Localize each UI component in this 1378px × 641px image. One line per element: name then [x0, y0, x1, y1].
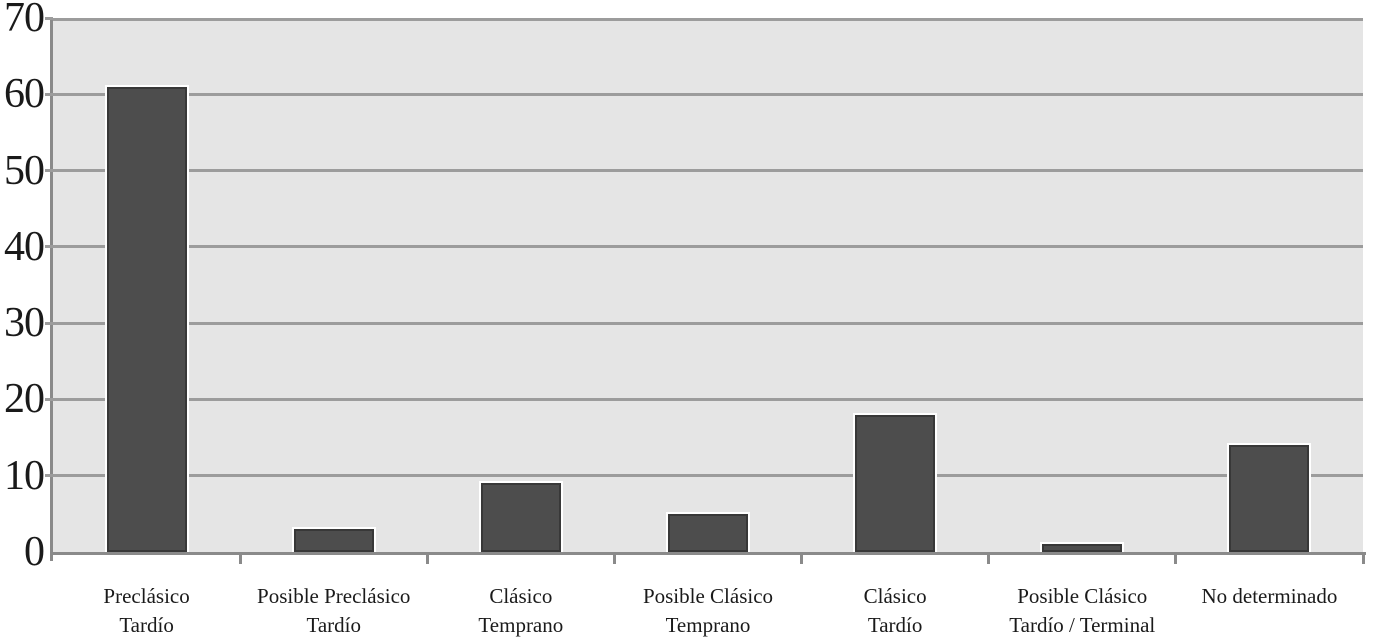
y-axis-tick-mark	[45, 321, 53, 325]
bar-clásico-tardío	[853, 412, 938, 555]
x-axis-category-label-line: Temprano	[478, 613, 564, 637]
x-axis-category-label-line: Tardío	[867, 613, 923, 637]
y-axis-tick-label-20: 20	[4, 376, 45, 423]
y-axis-tick-label-0: 0	[24, 529, 45, 575]
x-axis-category-label-line: Posible Clásico	[1017, 584, 1148, 608]
x-axis-line	[50, 552, 1366, 555]
x-axis-category-label-line: Clásico	[863, 584, 927, 608]
x-axis-category-label-line: Preclásico	[103, 584, 190, 608]
y-axis-tick-label-60: 60	[4, 71, 45, 118]
x-axis-category-label: Clásico Tardío	[802, 582, 989, 640]
bar-posible-clásico-tardío-terminal	[1040, 542, 1125, 554]
y-axis-tick-mark	[45, 169, 53, 173]
gridline-30	[53, 321, 1363, 325]
x-axis-category-label: Posible Preclásico Tardío	[240, 582, 427, 640]
y-axis-tick-label-50: 50	[4, 147, 45, 194]
x-axis-category-label: No determinado	[1176, 582, 1363, 611]
gridline-40	[53, 245, 1363, 249]
gridline-10	[53, 474, 1363, 478]
bar-posible-clásico-temprano	[666, 511, 750, 555]
x-axis-tick-mark	[1174, 555, 1178, 564]
gridline-70	[53, 18, 1363, 21]
x-axis-tick-mark	[425, 555, 429, 564]
y-axis-tick-mark	[45, 16, 53, 20]
x-axis-category-label-line: Clásico	[489, 584, 553, 608]
x-axis-category-label-line: Tardío	[119, 613, 174, 637]
bar-clásico-temprano	[478, 481, 563, 554]
gridline-20	[53, 397, 1363, 401]
x-axis-tick-mark	[987, 555, 991, 564]
bar-posible-preclásico-tardío	[291, 527, 376, 554]
bar-no-determinado	[1227, 443, 1312, 554]
plot-area	[53, 18, 1363, 555]
y-axis-tick-mark	[45, 474, 53, 478]
x-axis-tick-mark	[1361, 555, 1365, 564]
gridline-60	[53, 92, 1363, 96]
y-axis-tick-mark	[45, 397, 53, 401]
x-axis-category-label-line: Posible Preclásico	[257, 584, 411, 608]
y-axis-tick-label-30: 30	[4, 300, 45, 347]
y-axis-tick-mark	[45, 92, 53, 96]
gridline-50	[53, 169, 1363, 173]
x-axis-category-label-line: Tardío	[306, 613, 361, 637]
x-axis-category-label: Posible Clásico Tardío / Terminal	[989, 582, 1176, 640]
x-axis-category-label-line: Temprano	[665, 613, 751, 637]
x-axis-tick-mark	[238, 555, 242, 564]
x-axis-tick-mark	[612, 555, 616, 564]
y-axis-tick-label-10: 10	[4, 452, 45, 499]
y-axis-tick-mark	[45, 245, 53, 249]
y-axis-tick-label-40: 40	[4, 223, 45, 270]
y-axis-line	[50, 18, 53, 561]
bar-preclásico-tardío	[104, 84, 189, 555]
x-axis-tick-mark	[800, 555, 804, 564]
x-axis-category-label: Preclásico Tardío	[53, 582, 240, 640]
x-axis-category-label-line: Posible Clásico	[642, 584, 774, 608]
x-axis-category-label: Posible Clásico Temprano	[614, 582, 801, 640]
x-axis-category-label: Clásico Temprano	[427, 582, 614, 640]
x-axis-category-label-line: No determinado	[1201, 584, 1338, 608]
x-axis-category-label-line: Tardío / Terminal	[1009, 613, 1156, 637]
y-axis-tick-label-70: 70	[4, 0, 45, 41]
